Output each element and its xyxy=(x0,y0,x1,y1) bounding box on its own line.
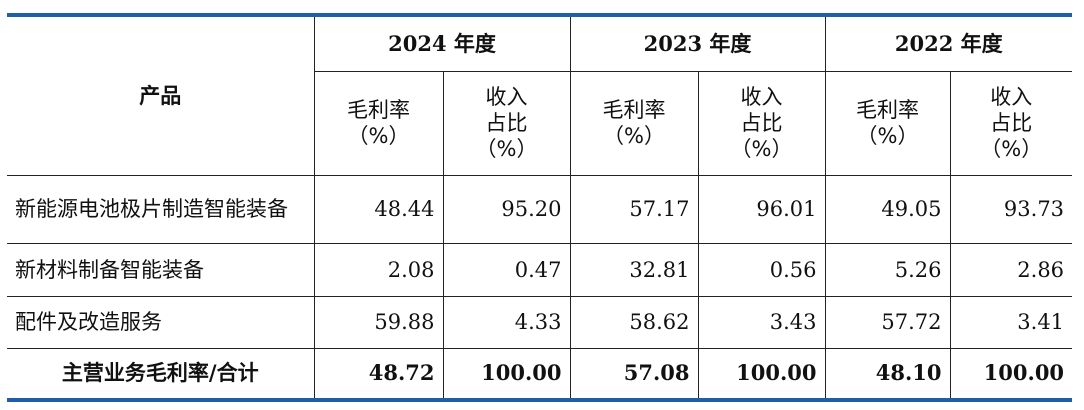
margin-header-line1: 毛利率 xyxy=(856,98,920,122)
share-header: 收入 占比 （%） xyxy=(442,70,571,176)
margin-header-line1: 毛利率 xyxy=(602,98,666,122)
row-label: 新材料制备智能装备 xyxy=(7,242,315,297)
total-label: 主营业务毛利率/合计 xyxy=(7,347,315,398)
row-label: 新能源电池极片制造智能装备 xyxy=(7,174,315,244)
margin-header-line2: （%） xyxy=(856,124,919,148)
margin-header: 毛利率 （%） xyxy=(569,70,699,176)
margin-header: 毛利率 （%） xyxy=(824,70,951,176)
table-cell: 32.81 xyxy=(569,242,699,297)
share-header-line2: 占比 xyxy=(740,111,783,135)
share-header: 收入 占比 （%） xyxy=(949,70,1073,176)
header-row-years: 产品 2024 年度 2023 年度 2022 年度 xyxy=(7,17,1073,176)
table-row: 新能源电池极片制造智能装备 48.44 95.20 57.17 96.01 49… xyxy=(7,174,1073,244)
margin-header-line2: （%） xyxy=(603,124,665,148)
table-cell: 48.44 xyxy=(313,174,444,244)
table-frame: 产品 2024 年度 2023 年度 2022 年度 毛利率 （%） 收入 占比 （%… xyxy=(7,13,1073,402)
table-cell: 2.86 xyxy=(949,242,1073,297)
product-header: 产品 xyxy=(7,17,315,176)
header-row-metrics: 毛利率 （%） 收入 占比 （%） 毛利率 （%） 收入 占比 （%） 毛利率 （%） 收入占… xyxy=(7,70,1073,176)
table-cell: 49.05 xyxy=(824,174,951,244)
table-cell: 5.26 xyxy=(824,242,951,297)
share-header-line1: 收入 xyxy=(740,85,783,109)
table-cell: 58.62 xyxy=(569,295,699,349)
table-cell: 95.20 xyxy=(442,174,571,244)
gross-margin-table: 产品 2024 年度 2023 年度 2022 年度 毛利率 （%） 收入 占比 （%… xyxy=(7,17,1073,398)
margin-header: 毛利率 （%） xyxy=(314,70,444,176)
share-header-line2: 占比 xyxy=(485,111,528,135)
total-cell: 100.00 xyxy=(697,347,826,398)
total-cell: 100.00 xyxy=(949,347,1073,398)
total-cell: 48.72 xyxy=(313,347,444,398)
share-header-line3: （%） xyxy=(475,137,538,161)
table-cell: 59.88 xyxy=(313,295,444,349)
table-cell: 57.17 xyxy=(569,174,699,244)
share-header: 收入 占比 （%） xyxy=(697,70,826,176)
total-cell: 57.08 xyxy=(569,347,699,398)
share-header-line3: （%） xyxy=(730,137,793,161)
table-cell: 3.43 xyxy=(697,295,826,349)
table-cell: 57.72 xyxy=(824,295,951,349)
total-cell: 100.00 xyxy=(442,347,571,398)
table-cell: 4.33 xyxy=(442,295,571,349)
table-cell: 2.08 xyxy=(313,242,444,297)
year-header-2024: 2024 年度 xyxy=(313,17,571,72)
margin-header-line1: 毛利率 xyxy=(347,98,410,122)
row-label: 配件及改造服务 xyxy=(7,295,315,349)
total-row: 主营业务毛利率/合计 48.72 100.00 57.08 100.00 48.… xyxy=(7,347,1073,398)
year-header-2023: 2023 年度 xyxy=(569,17,826,72)
table-cell: 3.41 xyxy=(949,295,1073,349)
margin-header-line2: （%） xyxy=(347,124,410,148)
table-cell: 96.01 xyxy=(697,174,826,244)
year-header-2022: 2022 年度 xyxy=(824,17,1073,72)
table-cell: 0.56 xyxy=(697,242,826,297)
table-cell: 0.47 xyxy=(442,242,571,297)
share-header-line2: 占比 xyxy=(990,111,1033,135)
table-cell: 93.73 xyxy=(949,174,1073,244)
share-header-line3: （%） xyxy=(980,137,1043,161)
table-row: 配件及改造服务 59.88 4.33 58.62 3.43 57.72 3.41 xyxy=(7,295,1073,349)
table-row: 新材料制备智能装备 2.08 0.47 32.81 0.56 5.26 2.86 xyxy=(7,242,1073,297)
total-cell: 48.10 xyxy=(824,347,951,398)
share-header-line1: 收入 xyxy=(990,85,1033,109)
share-header-line1: 收入 xyxy=(485,85,528,109)
